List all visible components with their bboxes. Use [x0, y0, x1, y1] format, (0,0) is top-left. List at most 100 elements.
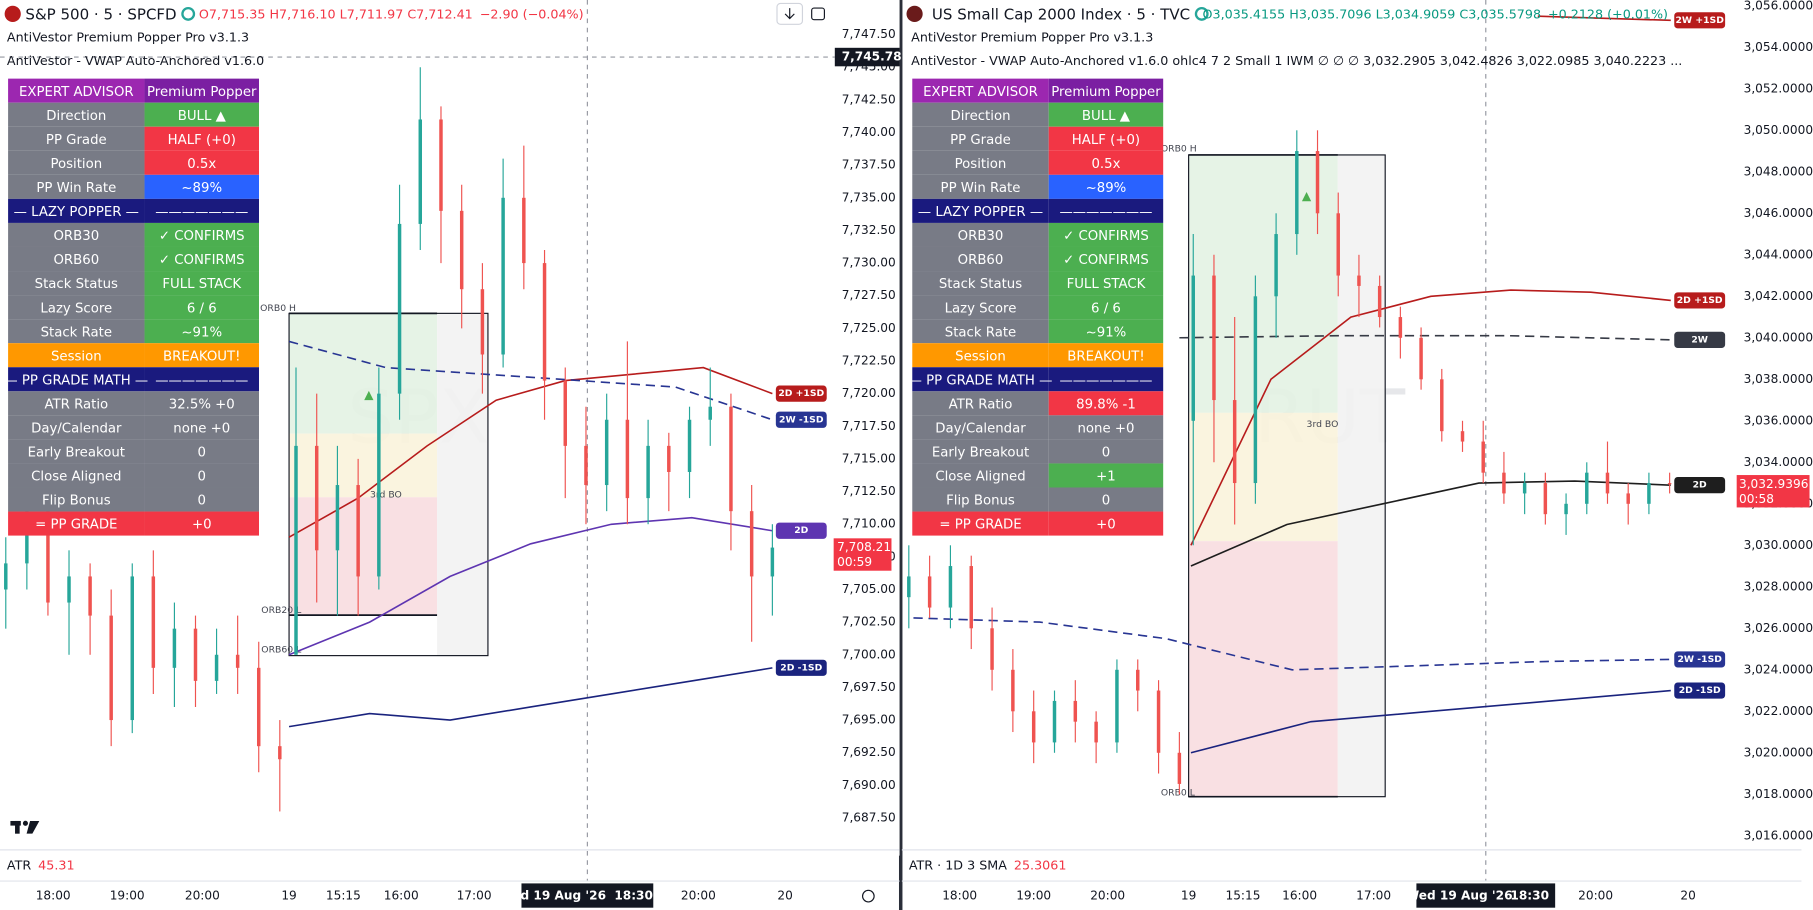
toolbar-icons[interactable] — [776, 2, 875, 903]
y-tick-label: 3,024.0000 — [1744, 662, 1813, 676]
x-tick-label: 20:00 — [681, 889, 716, 903]
table-value: ✓ CONFIRMS — [159, 229, 245, 244]
table-label: Direction — [46, 109, 106, 124]
symbol-logo — [906, 5, 923, 22]
atr-value: 45.31 — [38, 858, 74, 873]
candle-body — [1543, 483, 1548, 515]
table-label-cell — [912, 487, 1049, 512]
table-value: 6 / 6 — [187, 301, 217, 316]
candle-body — [88, 576, 92, 616]
table-label-cell — [8, 222, 145, 247]
table-value: HALF (+0) — [168, 133, 236, 148]
candle-body — [4, 563, 8, 590]
overlay-badge: 2W +1SD — [1674, 12, 1726, 29]
overlay-badge: 2W — [1674, 331, 1726, 348]
candle-body — [1585, 472, 1589, 504]
y-tick-label: 7,720.00 — [842, 386, 896, 400]
table-value: BREAKOUT! — [163, 349, 240, 364]
last-price-bg — [833, 538, 892, 571]
y-tick-label: 7,692.50 — [842, 745, 896, 759]
table-label-cell — [912, 343, 1049, 368]
badge-label: 2D — [794, 525, 808, 536]
candle-body — [990, 628, 994, 670]
candle-body — [563, 380, 567, 446]
table-value: HALF (+0) — [1072, 133, 1140, 148]
table-value-cell — [1048, 343, 1164, 368]
y-tick-label: 7,710.00 — [842, 517, 896, 531]
fullscreen-button[interactable] — [811, 7, 825, 21]
table-label-cell — [8, 415, 145, 440]
table-value: 0 — [198, 446, 206, 461]
table-value-cell — [1048, 319, 1164, 344]
table-value: ✓ CONFIRMS — [159, 253, 245, 268]
y-tick-label: 7,732.50 — [842, 223, 896, 237]
table-label-cell — [912, 126, 1049, 151]
table-value-cell — [1048, 174, 1164, 199]
y-tick-label: 3,054.0000 — [1744, 40, 1813, 54]
table-value-cell — [144, 415, 259, 440]
x-tick-label: 19:00 — [110, 889, 145, 903]
candle-body — [1052, 700, 1057, 743]
table-label-cell — [8, 391, 145, 416]
badge-background — [775, 411, 827, 428]
table-value-cell — [1048, 126, 1164, 151]
candle-body — [1253, 296, 1258, 484]
y-tick-label: 3,034.0000 — [1744, 455, 1813, 469]
table-label-cell — [912, 78, 1049, 103]
overlay-line — [1190, 289, 1671, 546]
candle-body — [1274, 234, 1278, 297]
table-value-cell — [1048, 391, 1164, 416]
orb-zone — [1188, 541, 1338, 797]
badge-label: 2W -1SD — [779, 414, 824, 425]
badge-label: 2W -1SD — [1677, 654, 1722, 665]
table-value-cell — [144, 487, 259, 512]
table-value: ✓ CONFIRMS — [1063, 229, 1149, 244]
table-value: ~89% — [181, 181, 222, 196]
candle-body — [729, 406, 733, 512]
orb-zone — [289, 433, 438, 498]
table-label: ORB30 — [53, 229, 99, 244]
table-label: Stack Rate — [945, 325, 1016, 340]
table-value-cell — [144, 343, 259, 368]
time-highlight — [521, 883, 654, 908]
table-value: Premium Popper — [1051, 85, 1161, 100]
candle-body — [969, 566, 973, 629]
signal-triangle — [364, 390, 374, 401]
table-label-cell — [8, 271, 145, 296]
time-highlight — [1416, 883, 1556, 908]
y-tick-label: 3,020.0000 — [1744, 745, 1813, 759]
table-label: EXPERT ADVISOR — [19, 85, 134, 100]
indicator-legend: AntiVestor - VWAP Auto-Anchored v1.6.0 o… — [911, 53, 1682, 68]
table-label-cell — [912, 319, 1049, 344]
table-label-cell — [8, 102, 145, 127]
candle-body — [1156, 690, 1161, 753]
atr-label: ATR · 1D 3 SMA — [909, 858, 1007, 873]
table-value-cell — [1048, 150, 1164, 175]
y-tick-label: 3,018.0000 — [1744, 787, 1813, 801]
table-label: — PP GRADE MATH — — [4, 373, 148, 388]
y-tick-label: 7,747.50 — [842, 27, 896, 41]
candle-body — [1377, 285, 1382, 318]
table-label-cell — [912, 463, 1049, 488]
candle-body — [625, 419, 630, 499]
orb-label: ORB0 L — [1161, 788, 1196, 799]
table-label-cell — [912, 246, 1049, 272]
candle-body — [1177, 752, 1182, 784]
overlay-badge: 2D — [1674, 477, 1726, 494]
symbol-title: S&P 500 · 5 · SPCFD — [25, 6, 176, 24]
table-value-cell — [1048, 487, 1164, 512]
table-label-cell — [912, 439, 1049, 464]
table-value-cell — [1048, 102, 1164, 127]
y-tick-label: 7,735.00 — [842, 190, 896, 204]
table-value: ——————— — [155, 373, 248, 388]
candle-body — [1031, 711, 1036, 743]
table-value: 32.5% +0 — [169, 397, 235, 412]
table-label-cell — [8, 78, 145, 103]
table-value: 0 — [198, 494, 206, 509]
settings-button[interactable] — [861, 889, 875, 903]
indicator-legend: AntiVestor - VWAP Auto-Anchored v1.6.0 — [7, 53, 264, 68]
overlay-badge: 2D -1SD — [775, 659, 827, 676]
